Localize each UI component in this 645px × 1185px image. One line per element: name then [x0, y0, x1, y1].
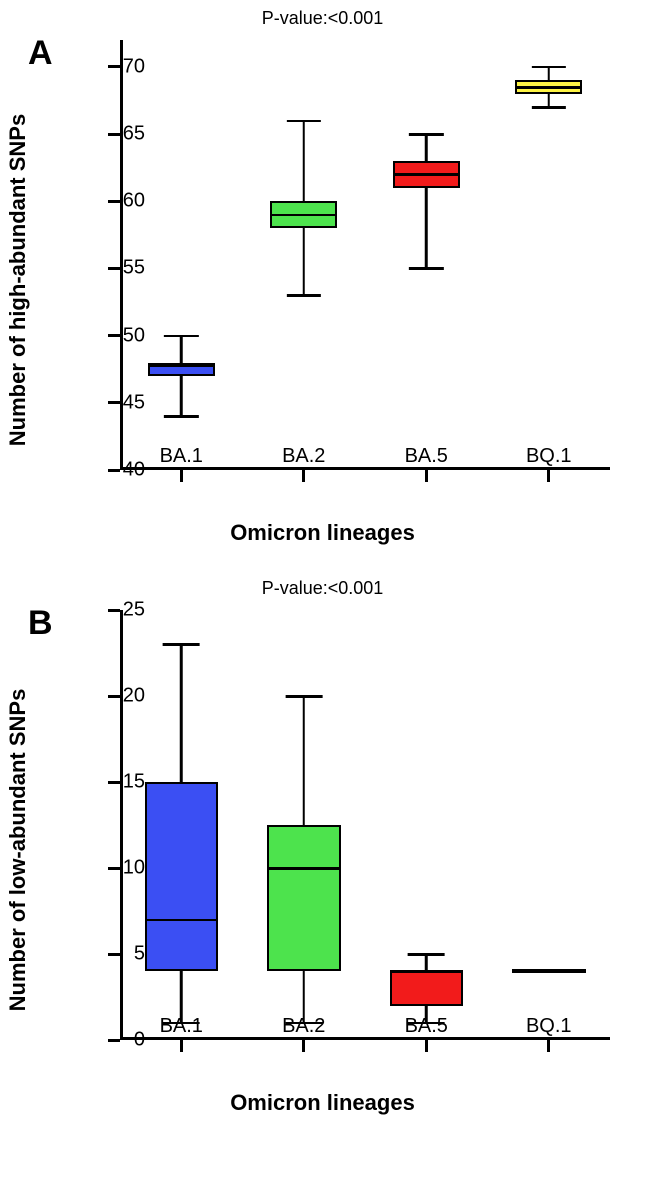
xtick: [425, 470, 428, 482]
xtick-label: BA.2: [282, 445, 325, 468]
ytick-label: 15: [95, 771, 145, 794]
ytick-label: 10: [95, 857, 145, 880]
box-BA.5: [393, 40, 460, 470]
xtick: [180, 470, 183, 482]
panel-letter-a: A: [28, 34, 53, 73]
box-BA.1: [148, 40, 215, 470]
xtick: [547, 1040, 550, 1052]
xtick-label: BQ.1: [526, 445, 572, 468]
xtick: [302, 1040, 305, 1052]
xlabel-a: Omicron lineages: [230, 520, 415, 546]
xtick: [180, 1040, 183, 1052]
box-BA.5: [390, 610, 464, 1040]
ytick-label: 40: [95, 459, 145, 482]
ytick-label: 65: [95, 123, 145, 146]
ytick-label: 70: [95, 55, 145, 78]
box-BQ.1: [512, 610, 586, 1040]
ytick-label: 25: [95, 599, 145, 622]
xtick: [425, 1040, 428, 1052]
xtick: [547, 470, 550, 482]
ytick-label: 5: [95, 943, 145, 966]
ytick-label: 55: [95, 257, 145, 280]
figure: P-value:<0.001 A Number of high-abundant…: [0, 0, 645, 1185]
plot-a: [120, 40, 610, 470]
ytick-label: 0: [95, 1029, 145, 1052]
ytick-label: 20: [95, 685, 145, 708]
plot-b: [120, 610, 610, 1040]
ylabel-a: Number of high-abundant SNPs: [5, 114, 31, 446]
ytick-label: 60: [95, 190, 145, 213]
xtick-label: BA.1: [160, 445, 203, 468]
xtick-label: BA.5: [405, 1015, 448, 1038]
box-BA.1: [145, 610, 219, 1040]
xtick-label: BA.2: [282, 1015, 325, 1038]
ytick-label: 45: [95, 391, 145, 414]
xtick: [302, 470, 305, 482]
box-BA.2: [270, 40, 337, 470]
xtick-label: BA.1: [160, 1015, 203, 1038]
ytick-label: 50: [95, 324, 145, 347]
pvalue-b: P-value:<0.001: [262, 578, 384, 599]
panel-b: P-value:<0.001 B Number of low-abundant …: [0, 570, 645, 1130]
pvalue-a: P-value:<0.001: [262, 8, 384, 29]
panel-a: P-value:<0.001 A Number of high-abundant…: [0, 0, 645, 560]
box-BA.2: [267, 610, 341, 1040]
panel-letter-b: B: [28, 604, 53, 643]
y-axis-b: [120, 610, 123, 1040]
ylabel-b: Number of low-abundant SNPs: [5, 689, 31, 1012]
xtick-label: BA.5: [405, 445, 448, 468]
xlabel-b: Omicron lineages: [230, 1090, 415, 1116]
box-BQ.1: [515, 40, 582, 470]
xtick-label: BQ.1: [526, 1015, 572, 1038]
